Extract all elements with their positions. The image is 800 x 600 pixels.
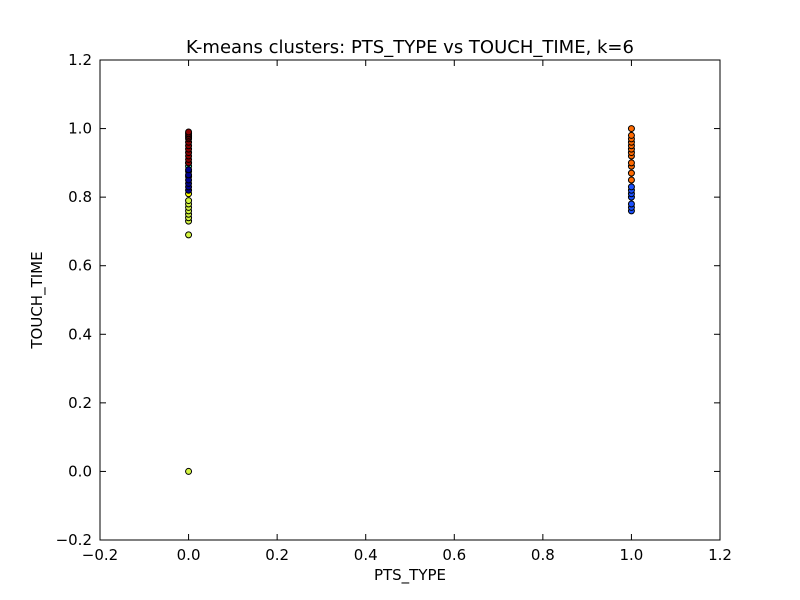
plot-marks	[185, 125, 635, 475]
x-tick-label: 1.0	[619, 546, 643, 564]
data-point	[627, 131, 635, 139]
data-point	[185, 231, 193, 239]
data-point	[185, 128, 193, 136]
y-tick-label: 0.0	[68, 462, 92, 480]
data-point	[627, 183, 635, 191]
chart-title: K-means clusters: PTS_TYPE vs TOUCH_TIME…	[186, 37, 634, 58]
x-tick-label: 1.2	[708, 546, 732, 564]
x-tick-label: 0.0	[177, 546, 201, 564]
y-tick-label: 0.2	[68, 394, 92, 412]
x-tick-label: 0.4	[354, 546, 378, 564]
y-tick-label: 0.6	[68, 257, 92, 275]
x-tick-label: 0.2	[265, 546, 289, 564]
y-tick-label: 1.0	[68, 120, 92, 138]
plot-frame	[99, 59, 721, 541]
data-point	[627, 176, 635, 184]
data-point	[627, 159, 635, 167]
x-axis-ticks: −0.2 0.0 0.2 0.4 0.6 0.8 1.0 1.2	[82, 60, 732, 564]
data-point	[185, 166, 193, 174]
y-axis-title: TOUCH_TIME	[28, 251, 47, 349]
data-point	[185, 197, 193, 205]
x-tick-label: −0.2	[82, 546, 118, 564]
data-point	[627, 200, 635, 208]
data-point	[185, 467, 193, 475]
x-axis-title: PTS_TYPE	[374, 566, 446, 585]
data-point	[627, 169, 635, 177]
y-axis-ticks: −0.2 0.0 0.2 0.4 0.6 0.8 1.0 1.2	[56, 51, 720, 549]
data-point	[627, 125, 635, 133]
x-tick-label: 0.8	[531, 546, 555, 564]
x-tick-label: 0.6	[442, 546, 466, 564]
y-tick-label: −0.2	[56, 531, 92, 549]
y-tick-label: 1.2	[68, 51, 92, 69]
y-tick-label: 0.4	[68, 325, 92, 343]
y-tick-label: 0.8	[68, 188, 92, 206]
